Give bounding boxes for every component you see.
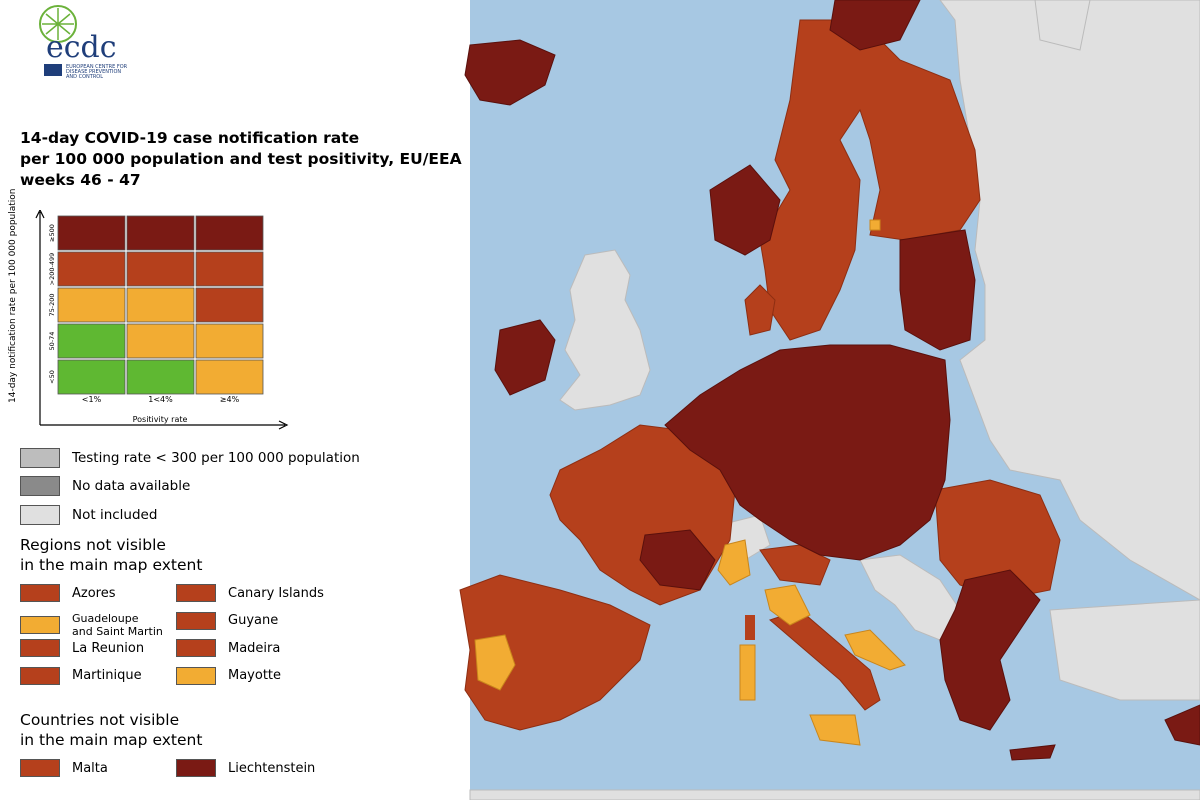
- matrix-cell: [195, 287, 264, 323]
- svg-text:DISEASE PREVENTION: DISEASE PREVENTION: [66, 69, 121, 75]
- legend-panel: [0, 0, 470, 800]
- legend-not-included-label: Not included: [72, 507, 158, 523]
- matrix-cell: [126, 215, 195, 251]
- matrix-cell: [195, 359, 264, 395]
- matrix-y-axis-label: 14-day notification rate per 100 000 pop…: [8, 188, 18, 403]
- matrix-cell: [126, 287, 195, 323]
- matrix-cell: [57, 287, 126, 323]
- ecdc-logo: ecdc EUROPEAN CENTRE FOR DISEASE PREVENT…: [18, 2, 158, 82]
- matrix-col-label: 1<4%: [148, 395, 173, 404]
- region-swatch: [20, 584, 60, 602]
- matrix-col-label: <1%: [82, 395, 102, 404]
- region-label: Mayotte: [228, 668, 282, 683]
- matrix-row-label: <50: [48, 370, 56, 384]
- legend-region-item: Guadeloupe and Saint Martin: [20, 612, 163, 638]
- region-swatch: [176, 611, 216, 630]
- region-swatch: [20, 759, 60, 777]
- title-line-2: per 100 000 population and test positivi…: [20, 150, 462, 168]
- region-swatch: [176, 584, 216, 602]
- no-data-swatch: [20, 476, 60, 496]
- dark-red-land: [464, 0, 1200, 761]
- matrix-row-label: >200-499: [48, 253, 56, 286]
- region-swatch: [176, 759, 216, 777]
- region-label: Guyane: [228, 613, 279, 628]
- title-line-1: 14-day COVID-19 case notification rate: [20, 129, 360, 147]
- map-title: 14-day COVID-19 case notification rate p…: [20, 128, 490, 191]
- matrix-row-label: 75-200: [48, 293, 56, 316]
- region-label: Guadeloupe and Saint Martin: [72, 611, 163, 638]
- legend-region-item: Canary Islands: [176, 584, 324, 602]
- legend-region-item: La Reunion: [20, 639, 144, 657]
- orange-land: [474, 219, 906, 746]
- legend-no-data: No data available: [20, 476, 190, 496]
- region-swatch: [176, 666, 216, 685]
- legend-region-item: Malta: [20, 759, 108, 777]
- not-included-land: [469, 0, 1200, 800]
- matrix-col-label: ≥4%: [220, 395, 240, 404]
- matrix-cell: [57, 323, 126, 359]
- region-label: Azores: [72, 585, 116, 601]
- rate-positivity-matrix: ≥500 >200-499 75-200 50-74 <50 <1% 1<4% ≥4% Posi…: [35, 210, 289, 430]
- region-label: Martinique: [72, 668, 142, 683]
- matrix-cell: [57, 251, 126, 287]
- region-swatch: [20, 666, 60, 685]
- matrix-cell: [195, 215, 264, 251]
- legend-region-item: Mayotte: [176, 666, 282, 685]
- legend-region-item: Martinique: [20, 666, 142, 685]
- matrix-row-label: 50-74: [48, 332, 56, 351]
- not-included-swatch: [20, 505, 60, 525]
- region-swatch: [20, 615, 60, 634]
- countries-heading: Countries not visible in the main map ex…: [20, 711, 203, 749]
- matrix-cell: [57, 359, 126, 395]
- svg-text:EUROPEAN CENTRE FOR: EUROPEAN CENTRE FOR: [66, 64, 128, 70]
- region-label: Malta: [72, 760, 108, 776]
- matrix-row-label: ≥500: [48, 224, 56, 242]
- legend-not-included: Not included: [20, 505, 157, 525]
- region-swatch: [20, 639, 60, 657]
- region-label: Canary Islands: [228, 585, 324, 601]
- matrix-cell: [57, 215, 126, 251]
- legend-region-item: Guyane: [176, 611, 279, 630]
- legend-testing-label: Testing rate < 300 per 100 000 populatio…: [72, 450, 360, 466]
- legend-region-item: Madeira: [176, 639, 280, 657]
- legend-no-data-label: No data available: [72, 478, 191, 494]
- matrix-cell: [126, 323, 195, 359]
- matrix-cell: [126, 251, 195, 287]
- ecdc-wordmark: ecdc: [46, 30, 117, 65]
- matrix-cell: [126, 359, 195, 395]
- region-label: Madeira: [228, 640, 281, 656]
- legend-region-item: Liechtenstein: [176, 759, 315, 777]
- matrix-cell: [195, 251, 264, 287]
- region-label: Liechtenstein: [228, 760, 316, 776]
- regions-heading: Regions not visible in the main map exte…: [20, 536, 203, 574]
- matrix-cell: [195, 323, 264, 359]
- svg-text:AND CONTROL: AND CONTROL: [66, 74, 103, 80]
- matrix-axes: [35, 210, 289, 430]
- matrix-x-axis-label: Positivity rate: [133, 415, 188, 424]
- region-label: La Reunion: [72, 640, 145, 656]
- corsica: [745, 615, 755, 640]
- testing-swatch: [20, 448, 60, 468]
- legend-region-item: Azores: [20, 584, 116, 602]
- title-line-3: weeks 46 - 47: [20, 171, 141, 189]
- region-swatch: [176, 639, 216, 657]
- legend-testing: Testing rate < 300 per 100 000 populatio…: [20, 448, 360, 468]
